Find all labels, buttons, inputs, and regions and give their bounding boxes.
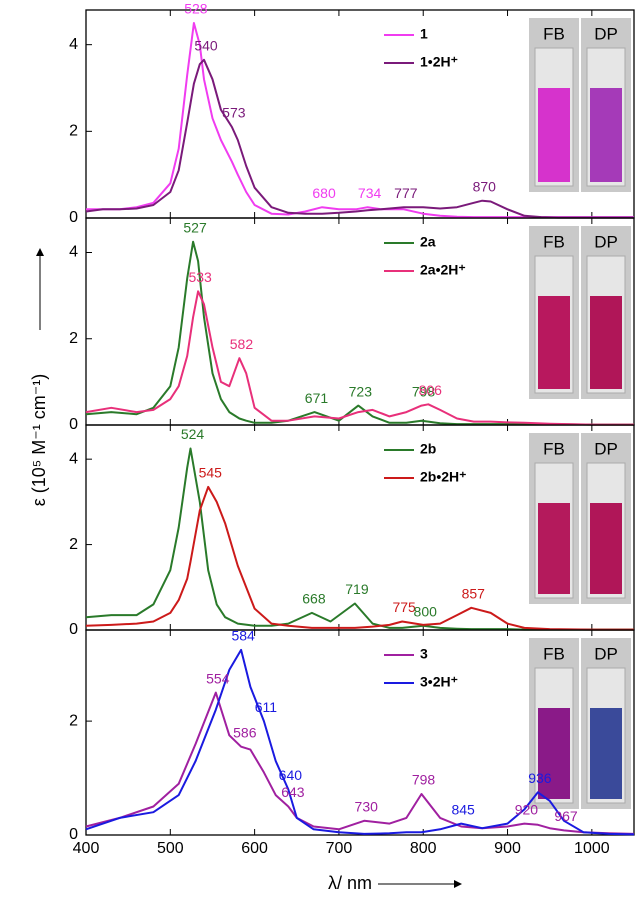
y-tick-label: 0 xyxy=(69,621,78,638)
vial-liquid xyxy=(538,708,570,799)
peak-label: 798 xyxy=(412,772,436,788)
peak-label: 845 xyxy=(451,801,475,817)
y-tick-label: 4 xyxy=(69,36,78,53)
y-tick-label: 2 xyxy=(69,536,78,553)
peak-label: 528 xyxy=(184,1,208,17)
spectrum-line xyxy=(85,648,635,836)
legend-label: 3 xyxy=(420,646,428,662)
peak-label: 611 xyxy=(255,699,278,715)
peak-label: 857 xyxy=(462,585,486,601)
y-tick-label: 4 xyxy=(69,450,78,467)
peak-label: 806 xyxy=(419,382,443,398)
vial-label: FB xyxy=(543,232,565,251)
x-tick-label: 400 xyxy=(73,840,100,857)
legend-label: 3•2H⁺ xyxy=(420,674,458,690)
vial-liquid xyxy=(538,296,570,389)
y-tick-label: 0 xyxy=(69,416,78,433)
peak-label: 545 xyxy=(199,465,223,481)
peak-label: 671 xyxy=(305,390,329,406)
legend-label: 2b xyxy=(420,441,436,457)
peak-label: 643 xyxy=(281,784,305,800)
x-tick-label: 700 xyxy=(326,840,353,857)
peak-label: 582 xyxy=(230,336,254,352)
vial-liquid xyxy=(590,503,622,594)
legend-label: 2b•2H⁺ xyxy=(420,469,467,485)
y-tick-label: 0 xyxy=(69,209,78,226)
peak-label: 730 xyxy=(355,798,379,814)
y-tick-label: 2 xyxy=(69,123,78,140)
peak-label: 554 xyxy=(206,670,230,686)
legend-label: 2a•2H⁺ xyxy=(420,262,466,278)
x-tick-label: 800 xyxy=(410,840,437,857)
peak-label: 920 xyxy=(515,801,539,817)
peak-label: 584 xyxy=(231,628,255,644)
peak-label: 719 xyxy=(345,581,369,597)
x-axis-label: λ/ nm xyxy=(328,873,372,893)
peak-label: 723 xyxy=(349,383,373,399)
vial-label: FB xyxy=(543,24,565,43)
peak-label: 800 xyxy=(414,603,438,619)
peak-label: 775 xyxy=(392,599,416,615)
spectrum-line xyxy=(85,485,634,631)
vial-liquid xyxy=(590,708,622,799)
peak-label: 573 xyxy=(222,105,246,121)
x-tick-label: 600 xyxy=(241,840,268,857)
vial-liquid xyxy=(538,88,570,182)
y-tick-label: 2 xyxy=(69,712,78,729)
peak-label: 640 xyxy=(279,767,303,783)
vial-label: DP xyxy=(594,439,618,458)
legend-label: 1•2H⁺ xyxy=(420,54,458,70)
spectrum-line xyxy=(85,58,634,219)
peak-label: 777 xyxy=(394,185,418,201)
y-tick-label: 2 xyxy=(69,330,78,347)
peak-label: 967 xyxy=(554,808,578,824)
peak-label: 734 xyxy=(358,185,382,201)
vial-label: FB xyxy=(543,644,565,663)
vial-label: DP xyxy=(594,644,618,663)
y-tick-label: 0 xyxy=(69,826,78,843)
peak-label: 870 xyxy=(473,178,497,194)
spectrum-line xyxy=(85,447,634,631)
legend-label: 2a xyxy=(420,234,436,250)
x-tick-label: 900 xyxy=(494,840,521,857)
spectrum-line xyxy=(86,22,634,219)
y-axis-label: ε (10⁵ M⁻¹ cm⁻¹) xyxy=(29,374,49,506)
vial-liquid xyxy=(538,503,570,594)
plot-frame xyxy=(85,629,635,836)
spectrum-line xyxy=(85,290,634,426)
x-tick-label: 1000 xyxy=(574,840,610,857)
x-tick-label: 500 xyxy=(157,840,184,857)
vial-label: DP xyxy=(594,24,618,43)
vial-label: FB xyxy=(543,439,565,458)
peak-label: 936 xyxy=(528,770,552,786)
peak-label: 798 xyxy=(412,383,436,399)
vial-label: DP xyxy=(594,232,618,251)
peak-label: 540 xyxy=(194,38,218,54)
vial-liquid xyxy=(590,296,622,389)
spectrum-line xyxy=(85,691,635,835)
peak-label: 524 xyxy=(181,426,205,442)
peak-label: 586 xyxy=(233,724,257,740)
peak-label: 668 xyxy=(302,591,326,607)
y-tick-label: 4 xyxy=(69,244,78,261)
legend-label: 1 xyxy=(420,26,428,42)
peak-label: 533 xyxy=(188,269,212,285)
peak-label: 527 xyxy=(183,219,207,235)
peak-label: 680 xyxy=(312,185,336,201)
vial-liquid xyxy=(590,88,622,182)
